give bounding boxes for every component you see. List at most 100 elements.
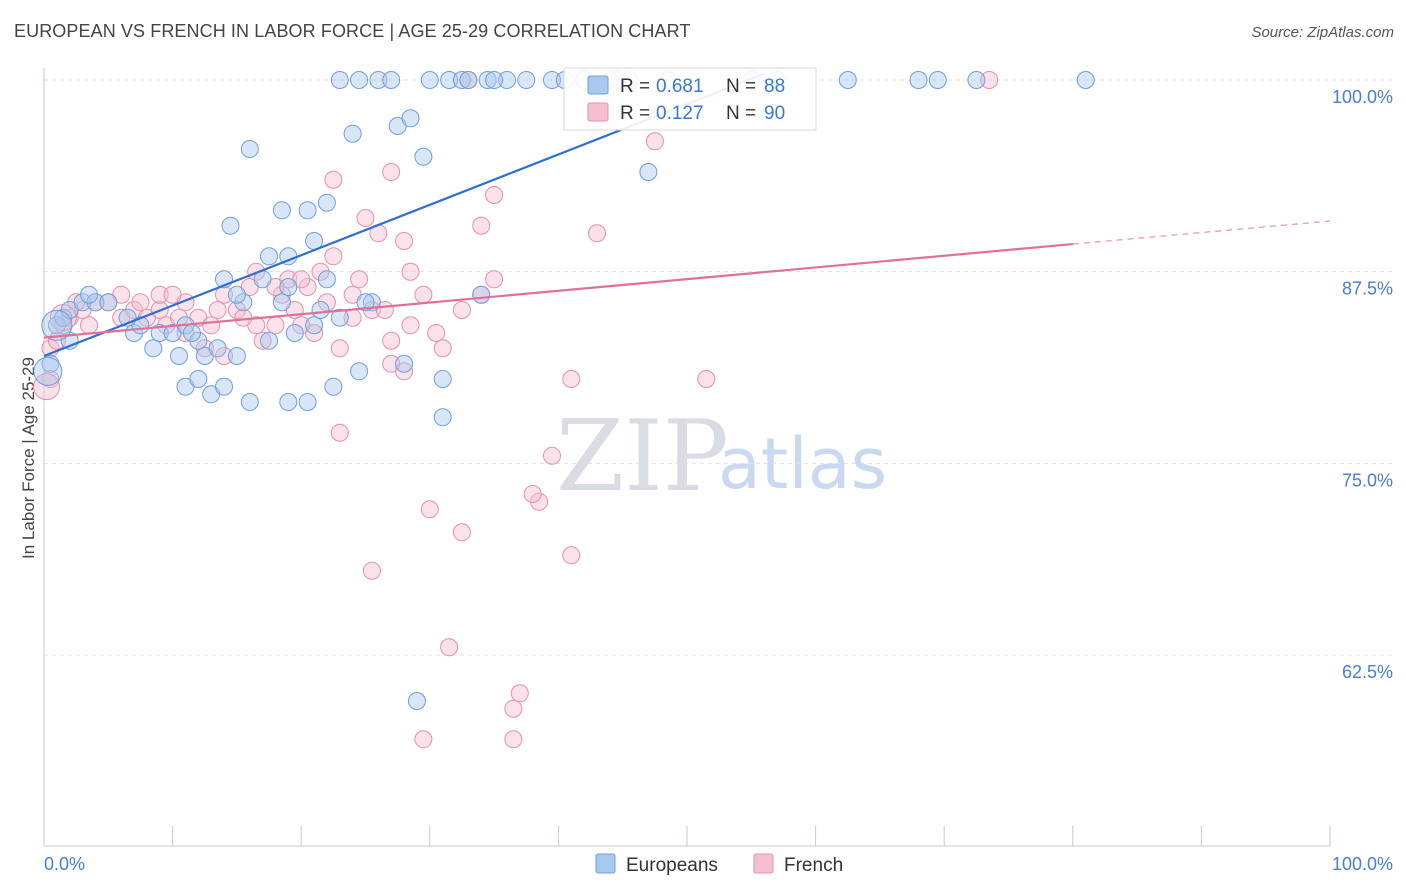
data-point-europeans bbox=[150, 324, 169, 342]
data-point-europeans bbox=[208, 339, 227, 358]
data-point-french bbox=[414, 730, 433, 749]
data-point-french bbox=[452, 301, 471, 319]
data-point-europeans bbox=[909, 71, 928, 89]
data-point-french bbox=[234, 308, 253, 327]
data-point-europeans bbox=[543, 71, 561, 89]
y-tick-label: 100.0% bbox=[1332, 87, 1393, 107]
data-point-europeans bbox=[189, 370, 208, 388]
watermark-zip: ZIP bbox=[556, 400, 729, 514]
y-tick-label: 87.5% bbox=[1342, 279, 1393, 299]
data-point-europeans bbox=[452, 71, 471, 89]
watermark-atlas: atlas bbox=[718, 423, 887, 505]
data-point-europeans bbox=[395, 354, 414, 373]
data-point-europeans bbox=[305, 316, 324, 335]
data-point-europeans bbox=[47, 316, 66, 335]
data-point-french bbox=[202, 316, 221, 335]
data-point-french bbox=[543, 446, 561, 465]
data-point-europeans bbox=[272, 201, 291, 220]
data-point-french bbox=[401, 262, 420, 281]
data-point-europeans bbox=[298, 201, 317, 220]
data-point-europeans bbox=[279, 393, 298, 411]
data-point-french bbox=[510, 684, 529, 703]
data-point-europeans bbox=[440, 71, 459, 89]
data-point-europeans bbox=[459, 71, 478, 89]
data-point-europeans bbox=[472, 285, 491, 304]
data-point-french bbox=[382, 331, 401, 350]
legend-swatch-europeans bbox=[587, 75, 609, 95]
legend-n-label-europeans: N = bbox=[726, 76, 756, 97]
data-point-europeans bbox=[86, 293, 105, 312]
data-point-europeans bbox=[330, 308, 349, 327]
data-point-europeans bbox=[498, 71, 516, 89]
data-point-french-cluster bbox=[33, 373, 61, 401]
data-point-french bbox=[980, 71, 999, 89]
data-point-europeans bbox=[1076, 71, 1095, 89]
data-point-french bbox=[298, 278, 317, 296]
bottom-legend-swatch-europeans bbox=[595, 853, 616, 874]
data-point-french bbox=[330, 423, 349, 442]
data-point-french bbox=[324, 170, 343, 189]
data-point-europeans bbox=[311, 301, 330, 319]
data-point-europeans bbox=[221, 216, 240, 235]
data-point-europeans bbox=[967, 71, 986, 89]
legend-r-label-europeans: R = bbox=[620, 76, 650, 97]
gridlines bbox=[44, 79, 1395, 656]
data-point-french bbox=[485, 270, 504, 289]
legend-r-value-french: 0.127 bbox=[656, 103, 704, 124]
data-point-french bbox=[150, 285, 169, 304]
data-point-french bbox=[395, 232, 414, 250]
data-point-europeans bbox=[928, 71, 947, 89]
data-point-europeans bbox=[144, 339, 163, 358]
data-point-europeans bbox=[279, 278, 298, 296]
data-point-french bbox=[324, 247, 343, 266]
data-point-french bbox=[485, 186, 504, 204]
data-point-europeans bbox=[407, 692, 426, 710]
data-point-french bbox=[350, 270, 369, 289]
chart-title: EUROPEAN VS FRENCH IN LABOR FORCE | AGE … bbox=[14, 21, 691, 41]
data-point-europeans bbox=[433, 370, 452, 388]
data-point-french bbox=[588, 224, 606, 243]
data-point-europeans bbox=[260, 247, 278, 266]
data-point-europeans bbox=[382, 71, 401, 89]
data-point-europeans bbox=[485, 71, 504, 89]
data-point-french bbox=[80, 316, 98, 335]
data-point-french bbox=[472, 216, 491, 235]
data-point-europeans bbox=[73, 293, 92, 312]
data-point-french bbox=[131, 293, 150, 312]
x-tick-label-max: 100.0% bbox=[1332, 854, 1393, 874]
data-point-french bbox=[253, 331, 272, 350]
legend-n-label-french: N = bbox=[726, 103, 756, 124]
data-point-europeans bbox=[227, 285, 246, 304]
data-point-europeans bbox=[414, 147, 433, 166]
data-point-french bbox=[530, 492, 549, 511]
stats-legend: R = 0.681 N = 88 R = 0.127 N = 90 bbox=[563, 67, 817, 131]
data-point-europeans bbox=[227, 347, 246, 365]
data-point-french bbox=[433, 339, 452, 358]
data-point-french bbox=[504, 699, 523, 718]
data-point-europeans bbox=[189, 331, 208, 350]
data-point-french bbox=[414, 285, 433, 304]
data-point-french bbox=[356, 209, 375, 227]
data-point-french bbox=[305, 324, 324, 342]
bottom-legend-label-europeans: Europeans bbox=[626, 855, 718, 876]
legend-swatch-french bbox=[587, 102, 609, 122]
data-point-french bbox=[420, 500, 439, 519]
data-point-europeans bbox=[170, 347, 188, 365]
data-point-europeans bbox=[350, 362, 369, 381]
data-point-french bbox=[401, 316, 420, 335]
data-point-europeans-cluster bbox=[33, 356, 63, 386]
legend-n-value-french: 90 bbox=[764, 103, 785, 124]
data-point-french bbox=[562, 546, 581, 565]
data-point-europeans bbox=[343, 124, 362, 143]
data-point-europeans bbox=[54, 308, 73, 327]
data-point-french bbox=[382, 163, 401, 181]
data-point-french bbox=[330, 339, 349, 358]
data-point-europeans bbox=[317, 270, 336, 289]
series-legend: Europeans French bbox=[595, 853, 843, 876]
data-point-europeans bbox=[478, 71, 497, 89]
bottom-legend-swatch-french bbox=[753, 853, 774, 874]
data-point-europeans bbox=[420, 71, 439, 89]
data-point-french bbox=[215, 347, 233, 365]
data-point-french bbox=[311, 262, 330, 281]
y-axis-label: In Labor Force | Age 25-29 bbox=[19, 357, 38, 559]
